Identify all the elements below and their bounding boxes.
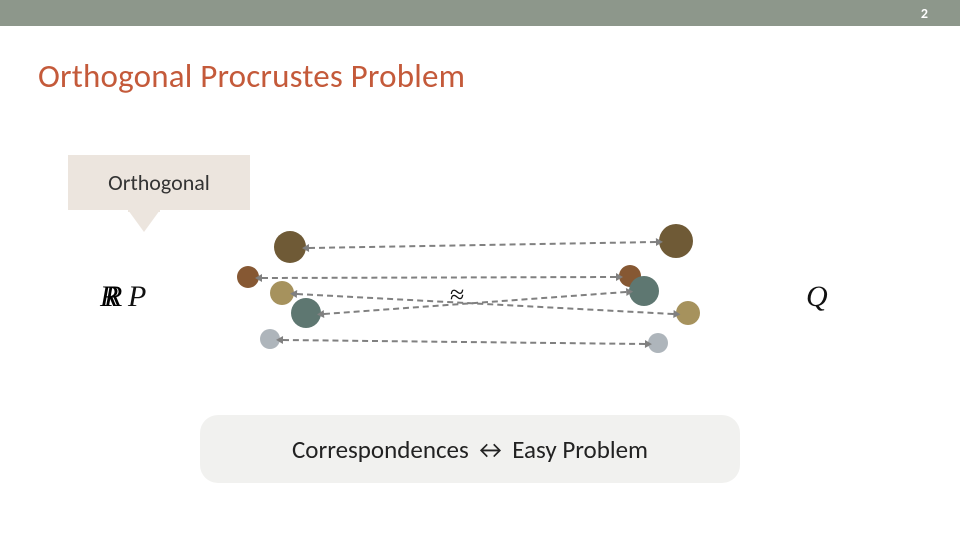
bottom-statement-text: Correspondences ↔ Easy Problem <box>292 434 648 465</box>
correspondence-line <box>283 339 645 345</box>
callout-tail <box>128 210 160 232</box>
slide-title: Orthogonal Procrustes Problem <box>38 56 465 96</box>
correspondence-line <box>324 291 626 315</box>
right-dot <box>629 276 659 306</box>
bottom-statement: Correspondences ↔ Easy Problem <box>200 415 740 483</box>
procrustes-diagram: R R P ≈ Q <box>100 235 840 375</box>
symbol-Q: Q <box>806 280 828 314</box>
correspondence-line <box>309 241 656 249</box>
right-dot <box>659 224 693 258</box>
header-bar: 2 <box>0 0 960 26</box>
correspondence-line <box>262 276 616 279</box>
page-number: 2 <box>921 5 928 22</box>
symbol-P: P <box>128 280 146 314</box>
callout-orthogonal: Orthogonal <box>68 155 250 210</box>
callout-label: Orthogonal <box>108 169 210 196</box>
